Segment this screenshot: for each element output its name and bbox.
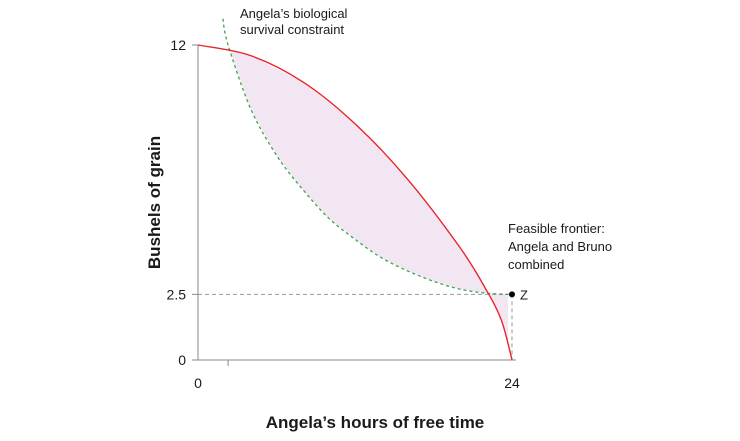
frontier-annotation-line-3: combined (508, 257, 564, 272)
survival-constraint-curve (222, 18, 509, 296)
constraint-annotation-line-2: survival constraint (240, 22, 344, 37)
x-tick-label: 0 (194, 375, 202, 391)
constraint-annotation: Angela’s biological survival constraint (240, 6, 351, 37)
frontier-annotation-line-2: Angela and Bruno (508, 239, 612, 254)
point-z (509, 291, 515, 298)
frontier-annotation-line-1: Feasible frontier: (508, 221, 605, 236)
x-tick-label: 24 (504, 375, 520, 391)
point-z-label: Z (520, 287, 528, 302)
y-axis-title: Bushels of grain (145, 136, 164, 269)
y-tick-label: 2.5 (167, 286, 187, 302)
constraint-annotation-line-1: Angela’s biological (240, 6, 348, 21)
tick-marks (192, 44, 229, 366)
y-tick-label: 12 (170, 37, 186, 53)
frontier-annotation: Feasible frontier: Angela and Bruno comb… (508, 221, 616, 272)
y-tick-label: 0 (178, 352, 186, 368)
tick-labels: 0 2.5 12 0 24 (167, 37, 520, 391)
x-axis-title: Angela’s hours of free time (266, 413, 485, 432)
feasible-frontier-curve (197, 44, 513, 361)
feasible-region-shading (228, 45, 509, 346)
